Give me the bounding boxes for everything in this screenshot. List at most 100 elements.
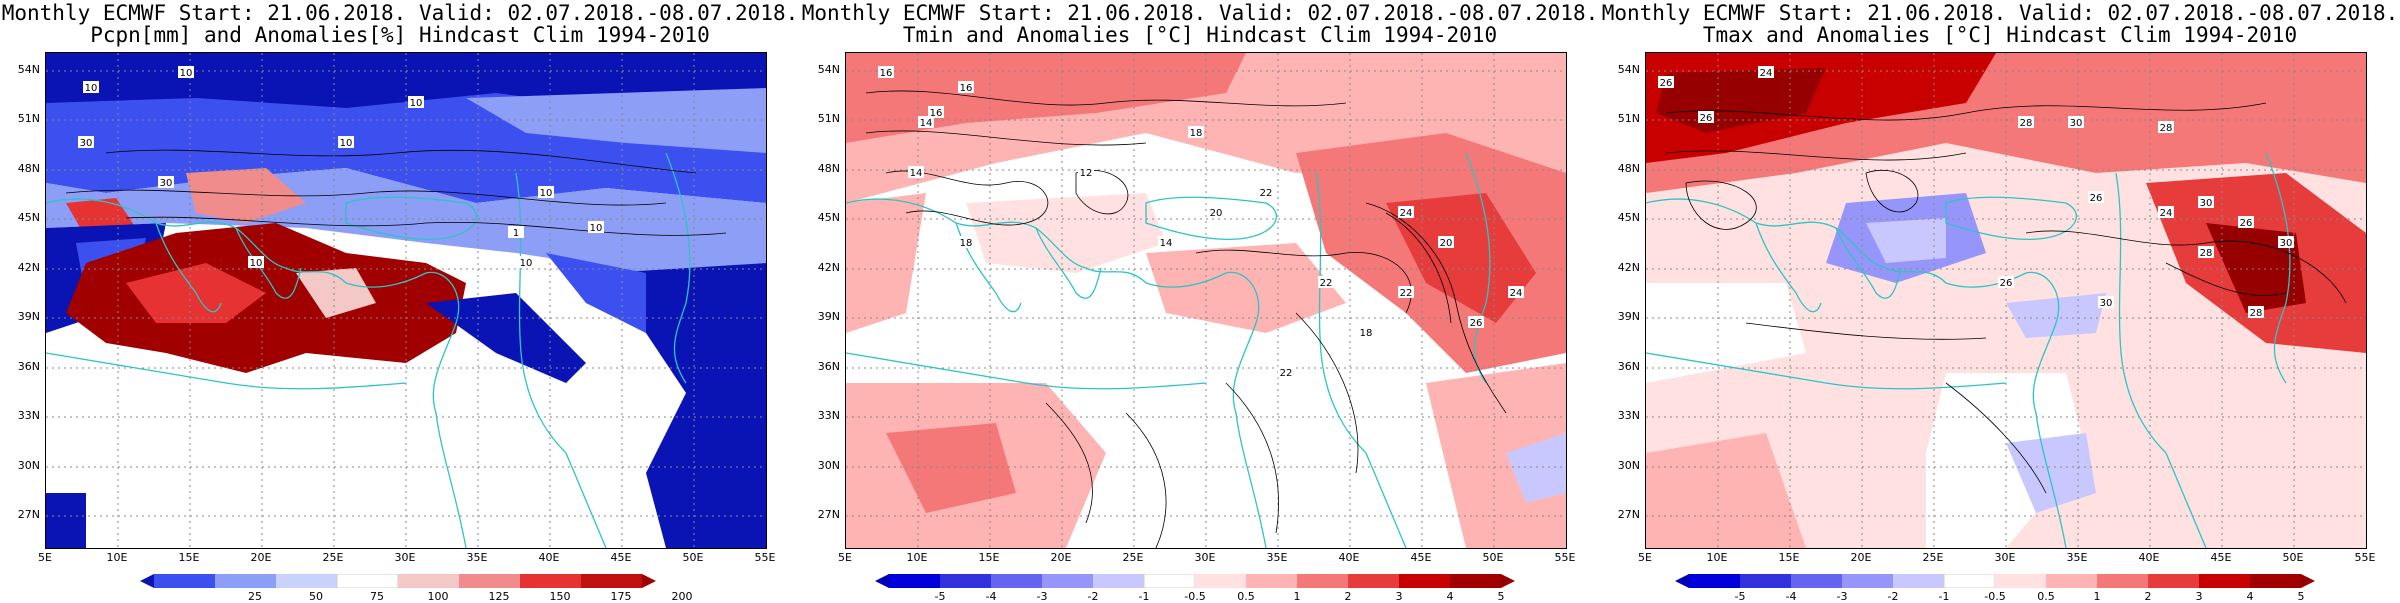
svg-text:22: 22 bbox=[1260, 188, 1273, 199]
lat-label: 33N bbox=[17, 409, 40, 422]
colorbar-label: 125 bbox=[488, 590, 510, 603]
gridlines bbox=[846, 53, 1566, 548]
contour-value-label: 18 bbox=[958, 236, 974, 249]
contours bbox=[65, 149, 727, 236]
svg-text:16: 16 bbox=[960, 83, 973, 94]
svg-text:26: 26 bbox=[2240, 218, 2253, 229]
anomaly-cool-egypt bbox=[2006, 433, 2096, 513]
lat-label: 39N bbox=[17, 310, 40, 323]
anomaly-warm-africa bbox=[1646, 433, 1806, 548]
svg-text:24: 24 bbox=[1400, 208, 1413, 219]
contour-value-label: 28 bbox=[2018, 116, 2034, 129]
lat-label: 27N bbox=[17, 508, 40, 521]
lon-label: 40E bbox=[538, 551, 560, 564]
svg-text:30: 30 bbox=[2200, 198, 2213, 209]
lat-label: 33N bbox=[817, 409, 840, 422]
contour-value-label: 10 bbox=[83, 81, 99, 94]
lat-label: 45N bbox=[817, 211, 840, 224]
svg-text:26: 26 bbox=[1660, 78, 1673, 89]
colorbar-label: 75 bbox=[370, 590, 384, 603]
lon-label: 25E bbox=[1122, 551, 1144, 564]
svg-text:26: 26 bbox=[2090, 193, 2103, 204]
svg-text:30: 30 bbox=[2070, 118, 2083, 129]
precip-panel: Monthly ECMWF Start: 21.06.2018. Valid: … bbox=[0, 0, 800, 603]
colorbar-label: 0.5 bbox=[2037, 590, 2055, 603]
anomaly-slight-cool-balkans bbox=[1866, 218, 1946, 263]
contour-value-label: 30 bbox=[2198, 196, 2214, 209]
anomaly-slight-above bbox=[296, 268, 376, 318]
colorbar-label: -2 bbox=[1887, 590, 1899, 603]
lat-label: 36N bbox=[17, 360, 40, 373]
contour-value-label: 10 bbox=[408, 96, 424, 109]
svg-text:20: 20 bbox=[1440, 238, 1453, 249]
contour-value-label: 26 bbox=[1468, 316, 1484, 329]
lon-label: 40E bbox=[1338, 551, 1360, 564]
colorbar-label: -5 bbox=[1734, 590, 1746, 603]
svg-text:22: 22 bbox=[1280, 368, 1293, 379]
tmax-panel: Monthly ECMWF Start: 21.06.2018. Valid: … bbox=[1600, 0, 2400, 603]
lon-label: 35E bbox=[466, 551, 488, 564]
contour-value-label: 24 bbox=[1758, 66, 1774, 79]
contour-value-label: 1 bbox=[508, 226, 524, 239]
anomaly-warm-turkey bbox=[1146, 243, 1346, 333]
svg-text:24: 24 bbox=[1510, 288, 1523, 299]
svg-text:10: 10 bbox=[180, 68, 193, 79]
colorbar-label: -2 bbox=[1087, 590, 1099, 603]
svg-text:30: 30 bbox=[2280, 238, 2293, 249]
precip-map[interactable]: 10 10 10 10 30 30 10 10 10 10 1 bbox=[45, 52, 767, 549]
contours bbox=[865, 90, 1507, 548]
svg-text:28: 28 bbox=[2200, 248, 2213, 259]
svg-text:30: 30 bbox=[80, 138, 93, 149]
coastlines bbox=[46, 152, 691, 548]
svg-text:14: 14 bbox=[910, 168, 923, 179]
contour-value-label: 12 bbox=[1078, 166, 1094, 179]
tmin-map[interactable]: 16 16 16 18 14 14 12 20 22 18 14 24 22 22 20 18 26 24 22 bbox=[845, 52, 1567, 549]
lat-label: 30N bbox=[817, 459, 840, 472]
svg-text:10: 10 bbox=[410, 98, 423, 109]
anomaly-warmer-northwest bbox=[846, 53, 1246, 143]
colorbar-label: 50 bbox=[309, 590, 323, 603]
tmax-map[interactable]: 26 26 24 28 30 28 26 24 30 26 28 30 28 26 30 bbox=[1645, 52, 2367, 549]
lon-label: 30E bbox=[1194, 551, 1216, 564]
lat-label: 30N bbox=[17, 459, 40, 472]
lat-label: 42N bbox=[817, 261, 840, 274]
lon-label: 45E bbox=[610, 551, 632, 564]
contour-value-label: 20 bbox=[1438, 236, 1454, 249]
contour-value-label: 28 bbox=[2198, 246, 2214, 259]
lon-label: 50E bbox=[682, 551, 704, 564]
contour-value-label: 30 bbox=[2068, 116, 2084, 129]
precip-map-svg: 10 10 10 10 30 30 10 10 10 10 1 bbox=[46, 53, 766, 548]
colorbar-label: 150 bbox=[549, 590, 571, 603]
lat-label: 45N bbox=[17, 211, 40, 224]
contour-value-label: 30 bbox=[2098, 296, 2114, 309]
lat-label: 51N bbox=[17, 112, 40, 125]
lat-label: 48N bbox=[817, 162, 840, 175]
contour-value-label: 22 bbox=[1318, 276, 1334, 289]
svg-text:30: 30 bbox=[2100, 298, 2113, 309]
anomaly-below-east bbox=[546, 253, 646, 333]
anomaly-warmer-africa bbox=[886, 423, 1016, 513]
colorbar-label: 1 bbox=[1293, 590, 1301, 603]
colorbar-label: 4 bbox=[2246, 590, 2254, 603]
contour-value-label: 22 bbox=[1258, 186, 1274, 199]
contour-value-label: 10 bbox=[178, 66, 194, 79]
contour-value-label: 26 bbox=[2088, 191, 2104, 204]
lon-label: 55E bbox=[754, 551, 776, 564]
lat-label: 27N bbox=[1617, 508, 1640, 521]
anomaly-slight-warm-balkans bbox=[966, 193, 1166, 273]
lat-label: 54N bbox=[1617, 63, 1640, 76]
contour-value-label: 22 bbox=[1278, 366, 1294, 379]
contour-value-label: 30 bbox=[78, 136, 94, 149]
lon-label: 50E bbox=[1482, 551, 1504, 564]
tmin-map-svg: 16 16 16 18 14 14 12 20 22 18 14 24 22 22 20 18 26 24 22 bbox=[846, 53, 1566, 548]
panel-title-line2: Tmax and Anomalies [°C] Hindcast Clim 19… bbox=[1702, 23, 2298, 47]
colorbar-label: -4 bbox=[1785, 590, 1797, 603]
lat-label: 42N bbox=[1617, 261, 1640, 274]
lon-label: 20E bbox=[250, 551, 272, 564]
anomaly-above-balkans bbox=[186, 168, 306, 223]
lon-label: 5E bbox=[38, 551, 52, 564]
colorbar-label: -0.5 bbox=[1184, 590, 1206, 603]
colorbar-label: -5 bbox=[934, 590, 946, 603]
svg-text:18: 18 bbox=[1360, 328, 1373, 339]
lat-label: 30N bbox=[1617, 459, 1640, 472]
